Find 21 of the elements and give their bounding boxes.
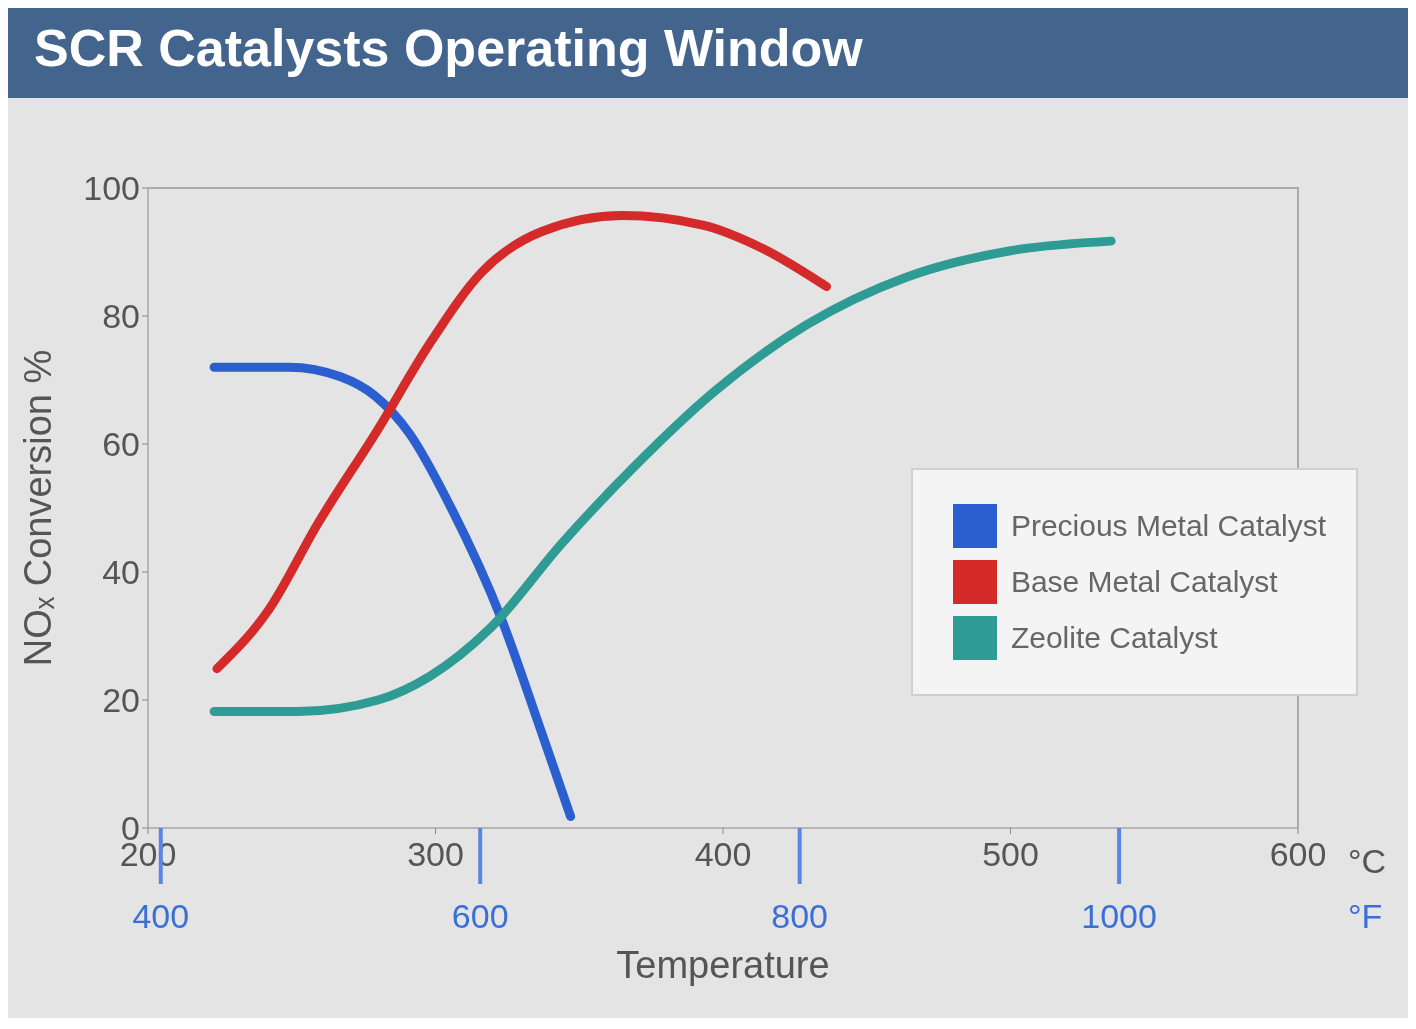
text: °C xyxy=(1348,842,1387,880)
x-tick-label: 300 xyxy=(407,835,464,874)
y-tick-label: 60 xyxy=(102,425,140,464)
y-tick-label: 20 xyxy=(102,681,140,720)
y-tick-label: 40 xyxy=(102,553,140,592)
x2-tick-label: 400 xyxy=(132,897,190,935)
x-tick-label: 400 xyxy=(694,835,752,874)
x2-tick-label: 1000 xyxy=(1081,897,1157,935)
y-axis-title: NOₓ Conversion % xyxy=(17,349,60,667)
y-tick-label: 100 xyxy=(83,169,140,208)
x2-tick-label: 600 xyxy=(451,897,509,935)
x2-tick-label: 800 xyxy=(771,897,829,935)
x2-axis-title: °F xyxy=(1348,897,1383,935)
x-axis-title: Temperature xyxy=(616,944,830,986)
chart-title: SCR Catalysts Operating Window xyxy=(8,8,1408,98)
y-tick-label: 80 xyxy=(102,297,140,336)
x-tick-label: 600 xyxy=(1269,835,1327,874)
legend-label: Base Metal Catalyst xyxy=(1010,565,1278,599)
x-tick-label: 500 xyxy=(982,835,1039,874)
legend-label: Precious Metal Catalyst xyxy=(1010,509,1326,543)
legend-label: Zeolite Catalyst xyxy=(1010,621,1218,655)
